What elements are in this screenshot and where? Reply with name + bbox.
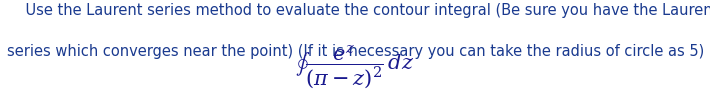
- Text: Use the Laurent series method to evaluate the contour integral (Be sure you have: Use the Laurent series method to evaluat…: [7, 3, 710, 18]
- Text: $\oint \dfrac{e^z}{(\pi - z)^2}\, dz$: $\oint \dfrac{e^z}{(\pi - z)^2}\, dz$: [295, 44, 415, 91]
- Text: series which converges near the point) (If it is necessary you can take the radi: series which converges near the point) (…: [7, 44, 704, 59]
